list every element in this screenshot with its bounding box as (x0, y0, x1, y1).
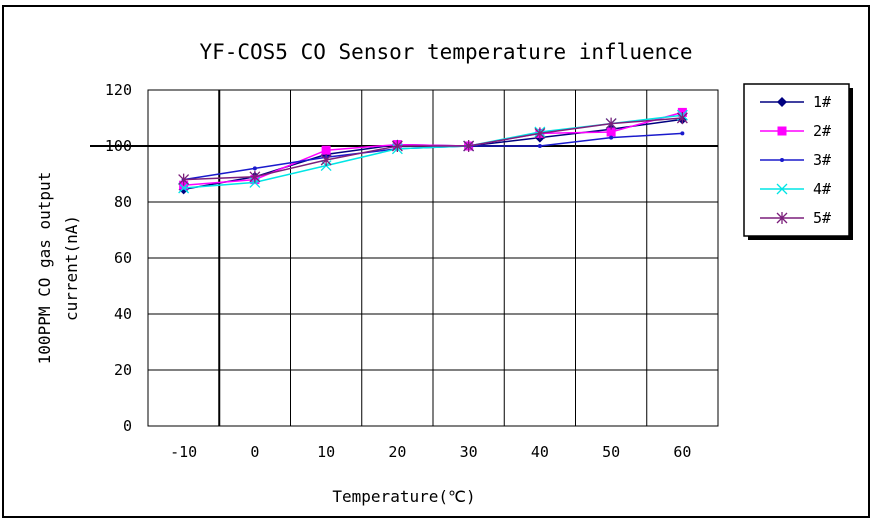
data-point (606, 127, 616, 137)
y-tick-label: 80 (114, 193, 132, 211)
data-point (534, 127, 546, 140)
legend-item-1: 1# (760, 93, 831, 111)
legend-label: 3# (813, 151, 831, 169)
legend-item-3: 3# (760, 151, 831, 169)
data-point (605, 117, 617, 130)
series-5 (178, 112, 688, 186)
data-point (320, 154, 332, 166)
data-point (321, 145, 331, 155)
y-tick-label: 100 (105, 137, 132, 155)
legend-item-4: 4# (760, 180, 831, 198)
x-tick-label: 40 (531, 443, 549, 461)
x-tick-label: 20 (388, 443, 406, 461)
data-point (676, 112, 688, 124)
data-point (178, 182, 190, 194)
series-line (183, 117, 683, 181)
data-point (391, 140, 403, 152)
data-point (252, 166, 257, 171)
series-layer (178, 107, 688, 195)
legend-item-5: 5# (760, 209, 831, 227)
data-point (609, 135, 614, 140)
legend-marker (780, 158, 784, 162)
x-tick-label: 0 (250, 443, 259, 461)
y-axis-label-line-1: 100PPM CO gas output (35, 172, 54, 365)
data-point (463, 140, 475, 152)
y-tick-label: 20 (114, 361, 132, 379)
legend-marker (777, 97, 787, 107)
x-tick-label: -10 (170, 443, 197, 461)
legend-label: 1# (813, 93, 831, 111)
x-tick-label: 30 (460, 443, 478, 461)
legend-items: 1# 2# 3# 4# 5# (760, 93, 831, 227)
y-tick-label: 40 (114, 305, 132, 323)
chart-title: YF-COS5 CO Sensor temperature influence (199, 40, 692, 64)
legend-marker (776, 183, 788, 195)
y-axis-ticks: 0 20 40 60 80 100 120 (105, 81, 132, 435)
legend-label: 2# (813, 122, 831, 140)
x-axis-label: Temperature(℃) (332, 487, 475, 506)
y-axis-label: 100PPM CO gas output current(nA) (35, 172, 81, 365)
legend-marker (776, 212, 788, 224)
y-tick-label: 60 (114, 249, 132, 267)
legend: 1# 2# 3# 4# 5# (743, 83, 853, 240)
plot-area: 0 20 40 60 80 100 120 -10 0 10 20 30 40 50 60 (90, 81, 719, 461)
x-tick-label: 10 (317, 443, 335, 461)
x-tick-label: 50 (602, 443, 620, 461)
legend-item-2: 2# (760, 122, 831, 140)
y-axis-label-line-2: current(nA) (62, 215, 81, 321)
y-tick-label: 0 (123, 417, 132, 435)
data-point (537, 144, 542, 148)
legend-label: 4# (813, 180, 831, 198)
legend-marker (777, 126, 787, 136)
y-tick-label: 120 (105, 81, 132, 99)
data-point (178, 173, 190, 186)
data-point (680, 131, 685, 136)
x-axis-ticks: -10 0 10 20 30 40 50 60 (170, 443, 691, 461)
legend-label: 5# (813, 209, 831, 227)
x-tick-label: 60 (673, 443, 691, 461)
data-point (249, 170, 261, 183)
